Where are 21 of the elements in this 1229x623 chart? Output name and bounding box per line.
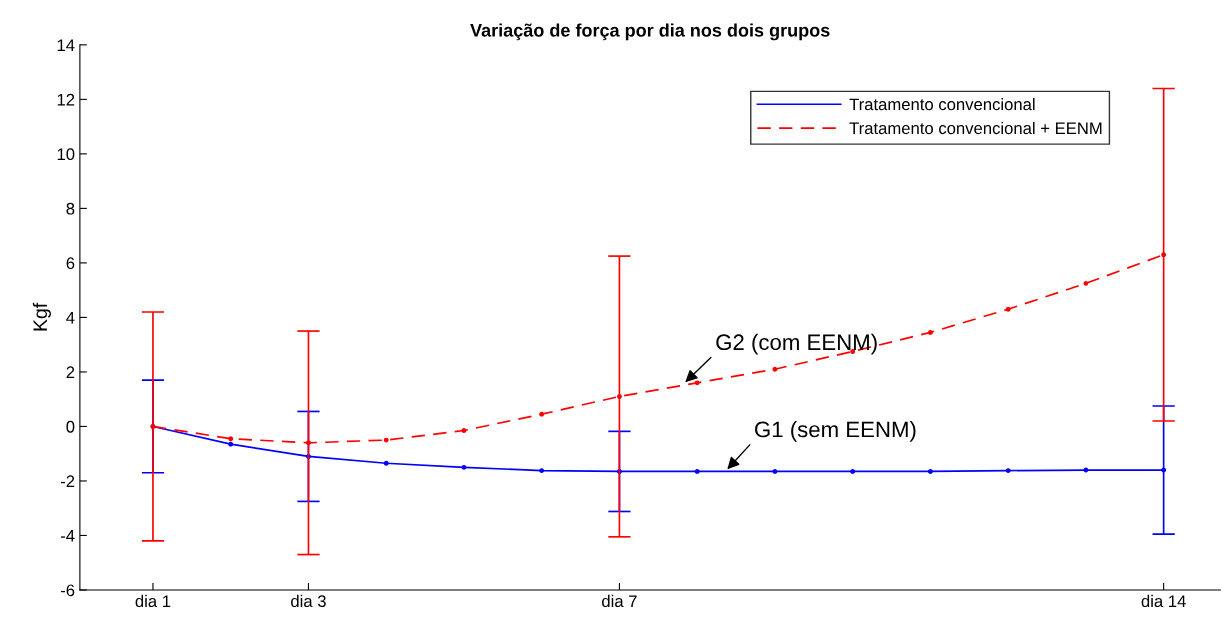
- y-tick-label: -4: [60, 530, 75, 542]
- x-tick-label: dia 1: [135, 594, 171, 608]
- x-tick-label: dia 7: [602, 594, 637, 608]
- y-axis-title: Kgf: [32, 302, 51, 331]
- y-tick-label: -2: [60, 475, 75, 487]
- y-tick-label: 10: [57, 148, 75, 161]
- x-tick-label: dia 14: [1141, 594, 1186, 608]
- chart-title: Variação de força por dia nos dois grupos: [470, 23, 830, 41]
- x-tick-label: dia 3: [291, 594, 326, 608]
- annotation: G2 (com EENM): [716, 333, 877, 355]
- legend-label: Tratamento convencional: [849, 98, 1035, 111]
- y-tick-label: 4: [66, 311, 75, 324]
- y-tick-label: 2: [66, 366, 75, 378]
- annotation: G1 (sem EENM): [755, 420, 916, 442]
- y-tick-label: 6: [66, 257, 75, 270]
- y-tick-label: -6: [60, 584, 75, 597]
- y-tick-label: 0: [66, 420, 75, 433]
- y-tick-label: 8: [66, 202, 75, 215]
- y-tick-label: 12: [57, 93, 75, 106]
- legend-label: Tratamento convencional + EENM: [849, 121, 1102, 135]
- y-tick-label: 14: [57, 39, 75, 51]
